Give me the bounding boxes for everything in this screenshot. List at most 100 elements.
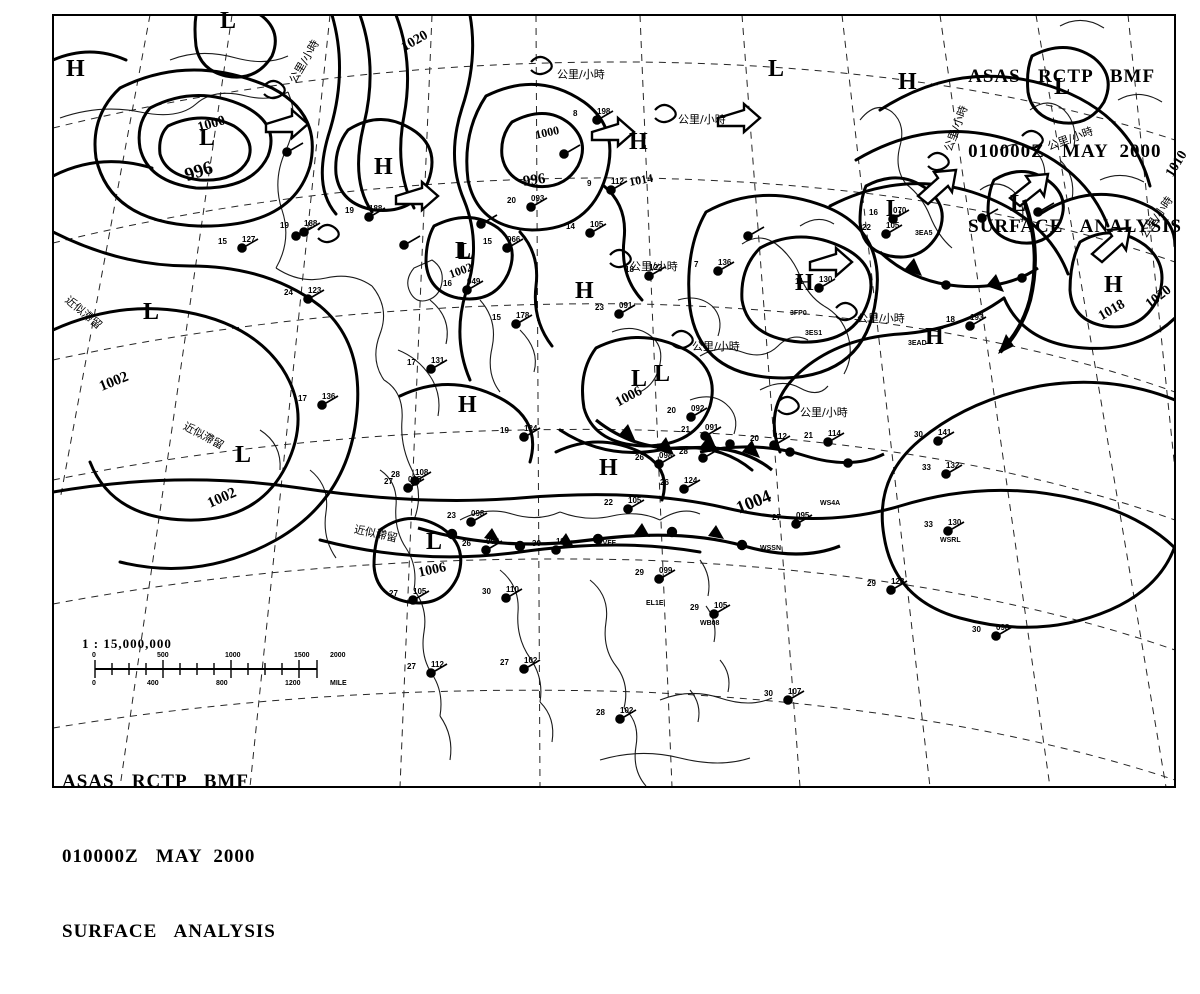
station-pressure: 099 [659,566,673,575]
station-temperature: 21 [804,431,813,440]
pressure-center-h: H [66,56,85,82]
station-id: VVFF [598,540,616,547]
scale-ratio-label: 1 : 15,000,000 [82,636,172,651]
station-temperature: 29 [690,603,699,612]
station-pressure: 136 [322,392,336,401]
pressure-center-h: H [925,324,944,350]
scale-tick-bottom: 800 [216,680,228,687]
station-pressure: 096 [486,537,500,546]
station-pressure: 114 [828,429,841,438]
station-pressure: 130 [948,518,962,527]
scale-tick-top: 1500 [294,652,310,659]
front-cold-central [595,418,774,472]
pressure-center-l: L [455,238,472,264]
title-line-1-alt: ASAS RCTP BMF [62,771,249,792]
cjk-annotation: 公里/小時 [557,68,605,81]
station-pressure: 098 [659,451,673,460]
station-pressure: 095 [796,511,810,520]
station-id: WS4A [820,500,841,507]
pressure-center-l: L [199,125,216,151]
station-temperature: 24 [284,288,293,297]
station-pressure: 108 [415,468,429,477]
title-line-1: ASAS RCTP BMF [968,66,1156,87]
station-temperature: 30 [972,625,981,634]
pressure-center-l: L [654,361,671,387]
pressure-center-l: L [631,366,648,392]
pressure-center-l: L [426,529,443,555]
station-pressure: 095 [408,475,422,484]
station-temperature: 26 [462,539,471,548]
station-pressure: 093 [531,194,545,203]
station-pressure: 091 [619,301,633,310]
scale-tick-top: 2000 [330,652,346,659]
system-motion-arrows [264,101,1132,279]
station-temperature: 19 [280,221,289,230]
scale-tick-top: 1000 [225,652,241,659]
station-temperature: 28 [391,470,400,479]
station-temperature: 30 [482,587,491,596]
station-temperature: 30 [914,430,923,439]
station-temperature: 30 [532,539,541,548]
station-pressure: 198 [597,107,611,116]
station-temperature: 20 [667,406,676,415]
station-pressure: 137 [703,445,717,454]
station-id: WSRL [940,537,961,544]
station-temperature: 15 [218,237,227,246]
station-pressure: 131 [431,356,445,365]
station-pressure: 110 [506,585,519,594]
station-temperature: 28 [679,447,688,456]
pressure-center-h: H [1104,272,1123,298]
station-symbols [237,110,1055,724]
station-temperature: 18 [625,265,634,274]
pressure-center-h: H [458,392,477,418]
title-block-bottom-left: ASAS RCTP BMF 010000Z MAY 2000 SURFACE A… [62,719,276,994]
station-pressure: 102 [620,706,634,715]
pressure-center-h: H [795,270,814,296]
pressure-center-l: L [458,239,475,265]
station-pressure: 112 [774,432,787,441]
cjk-annotation: 公里/小時 [692,340,740,353]
station-temperature: 8 [573,109,578,118]
station-pressure: 098 [471,509,485,518]
station-temperature: 27 [772,513,781,522]
title-line-3-alt: SURFACE ANALYSIS [62,921,276,942]
station-temperature: 29 [867,579,876,588]
station-temperature: 26 [635,453,644,462]
pressure-center-l: L [220,8,237,34]
station-pressure: 136 [718,258,732,267]
station-temperature: 19 [345,206,354,215]
station-temperature: 16 [869,208,878,217]
pressure-center-l: L [1054,74,1071,100]
station-pressure: 049 [467,277,481,286]
station-pressure: 105 [628,496,642,505]
station-temperature: 17 [407,358,416,367]
surface-analysis-map [52,14,1176,788]
station-temperature: 23 [595,303,604,312]
station-temperature: 15 [492,313,501,322]
front-occluded-kamchatka [878,250,1039,292]
scale-bar [94,660,318,678]
pressure-center-l: L [143,299,160,325]
title-block-top-right: ASAS RCTP BMF 010000Z MAY 2000 SURFACE A… [968,14,1182,289]
pressure-center-h: H [575,278,594,304]
station-temperature: 20 [750,434,759,443]
coastlines [59,19,1163,787]
title-line-2: 010000Z MAY 2000 [968,141,1162,162]
station-pressure: 116 [556,537,569,546]
pressure-center-l: L [886,196,903,222]
station-pressure: 112 [431,660,444,669]
station-temperature: 33 [922,463,931,472]
station-temperature: 22 [604,498,613,507]
station-id: EL1E [646,600,664,607]
station-temperature: 27 [384,477,393,486]
station-id: 3EA5 [915,230,933,237]
station-pressure: 178 [516,311,530,320]
pressure-center-l: L [235,442,252,468]
station-pressure: 124 [524,424,538,433]
station-pressure: 098 [996,623,1010,632]
station-temperature: 33 [924,520,933,529]
graticule [53,15,1175,787]
station-pressure: 105 [714,601,728,610]
cjk-annotation: 公里/小時 [800,406,848,419]
station-pressure: 127 [242,235,256,244]
